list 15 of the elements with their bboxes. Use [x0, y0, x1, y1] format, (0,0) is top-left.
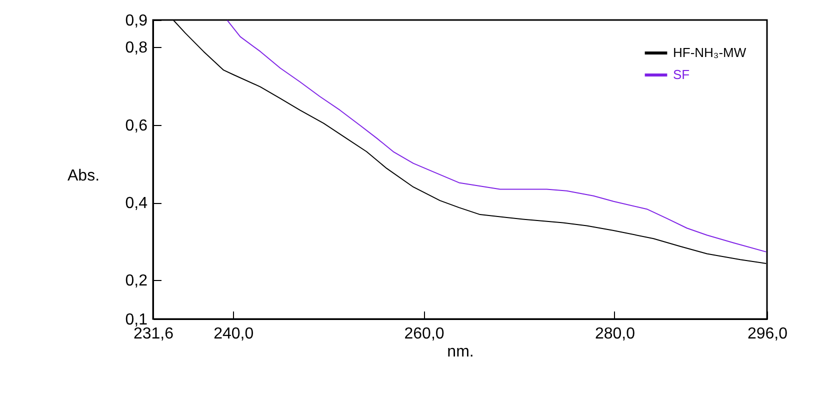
- legend-label: SF: [673, 67, 690, 82]
- y-tick-label: 0,6: [125, 117, 148, 134]
- y-tick-label: 0,2: [125, 272, 148, 290]
- x-tick-label: 240,0: [214, 326, 254, 342]
- x-tick-label: 280,0: [594, 326, 636, 342]
- x-tick-label: 231,6: [133, 326, 174, 342]
- x-axis-title: nm.: [447, 344, 474, 360]
- y-tick-label: 0,4: [125, 195, 148, 212]
- legend-label: HF-NH₃-MW: [673, 45, 747, 60]
- x-tick-label: 296,0: [747, 326, 788, 342]
- y-tick-label: 0,1: [125, 312, 148, 328]
- y-tick-label: 0,8: [125, 40, 148, 57]
- y-tick-label: 0,9: [125, 12, 148, 30]
- x-tick-label: 260,0: [404, 326, 444, 342]
- y-axis-title: Abs.: [67, 168, 100, 184]
